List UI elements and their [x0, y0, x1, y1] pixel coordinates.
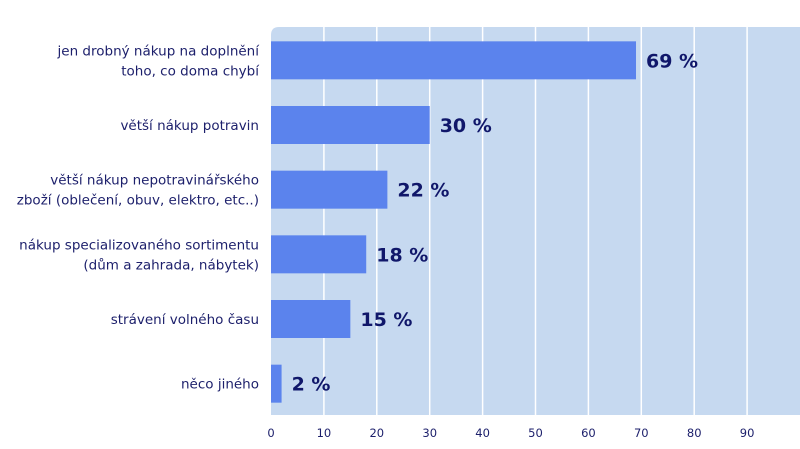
bar: [271, 235, 367, 274]
x-tick-label: 40: [475, 426, 490, 440]
bar: [271, 106, 430, 144]
x-tick-label: 30: [422, 426, 437, 440]
category-label: zboží (oblečení, obuv, elektro, etc..): [17, 193, 259, 209]
value-label: 2 %: [292, 374, 331, 396]
x-tick-label: 20: [369, 426, 384, 440]
value-label: 69 %: [646, 50, 698, 72]
x-tick-label: 0: [267, 426, 274, 440]
category-label: toho, co doma chybí: [121, 63, 260, 79]
bar: [271, 364, 282, 403]
category-label: (dům a zahrada, nábytek): [83, 257, 259, 273]
x-tick-label: 60: [581, 426, 596, 440]
category-label: nákup specializovaného sortimentu: [19, 237, 259, 253]
x-tick-label: 70: [634, 426, 649, 440]
category-label: větší nákup nepotravinářského: [50, 173, 259, 189]
category-label: větší nákup potravin: [120, 118, 259, 134]
value-label: 18 %: [376, 244, 428, 266]
category-label: strávení volného času: [111, 312, 259, 328]
value-label: 22 %: [397, 180, 449, 202]
bar: [271, 170, 388, 209]
bar: [271, 300, 351, 338]
value-label: 30 %: [440, 115, 492, 137]
category-label: něco jiného: [181, 377, 259, 393]
x-tick-label: 50: [528, 426, 543, 440]
x-tick-label: 90: [740, 426, 755, 440]
value-label: 15 %: [360, 309, 412, 331]
x-tick-label: 10: [317, 426, 332, 440]
x-tick-label: 80: [687, 426, 702, 440]
category-label: jen drobný nákup na doplnění: [57, 43, 261, 59]
bar: [271, 41, 637, 80]
